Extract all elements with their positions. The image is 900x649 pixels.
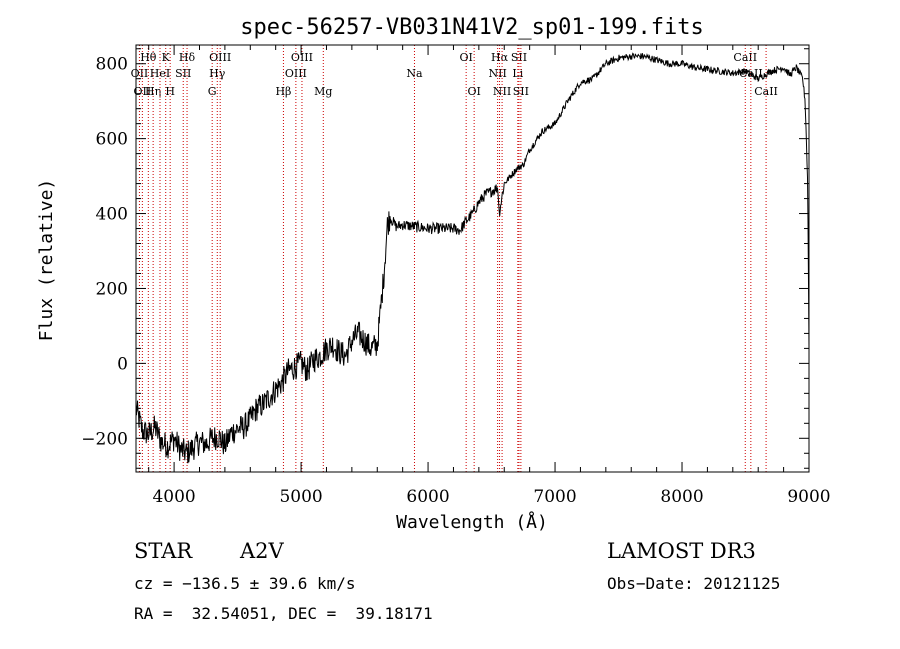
line-marker-label: Hη: [145, 85, 161, 98]
line-marker-label: OII: [133, 85, 151, 98]
line-marker-label: H: [165, 85, 175, 98]
line-marker-label: Mg: [314, 85, 332, 98]
flux-series: [135, 52, 810, 464]
line-marker-label: K: [162, 51, 171, 64]
line-marker-label: Hβ: [275, 85, 291, 98]
y-tick-label: 0: [117, 354, 128, 374]
line-marker-label: OIII: [209, 51, 231, 64]
x-tick-label: 5000: [279, 487, 322, 507]
line-marker-label: G: [208, 85, 217, 98]
y-tick-label: 600: [96, 130, 128, 150]
line-marker-label: Li: [512, 67, 523, 80]
line-marker-label: OIII: [285, 67, 307, 80]
chart-title: spec-56257-VB031N41V2_sp01-199.fits: [240, 15, 704, 40]
object-class: STAR: [134, 539, 193, 563]
x-tick-label: 9000: [787, 487, 830, 507]
plot-frame: [135, 44, 810, 473]
axis-ticks: 4000 5000 6000 7000 8000 9000 −200 0 200 400 600 80…: [81, 45, 831, 507]
x-tick-label: 4000: [152, 487, 195, 507]
line-marker-label: CaII: [733, 51, 757, 64]
y-tick-label: 200: [96, 279, 128, 299]
coordinates: RA = 32.54051, DEC = 39.18171: [134, 604, 433, 623]
x-tick-label: 7000: [533, 487, 576, 507]
x-tick-label: 8000: [660, 487, 703, 507]
x-tick-label: 6000: [406, 487, 449, 507]
line-marker-label: Hγ: [209, 67, 226, 80]
object-subclass: A2V: [240, 539, 284, 563]
y-tick-label: 400: [96, 205, 128, 225]
line-marker-label: Hα: [491, 51, 509, 64]
line-marker-label: OI: [467, 85, 480, 98]
redshift-cz: cz = −136.5 ± 39.6 km/s: [134, 574, 356, 593]
line-marker-label: SII: [175, 67, 191, 80]
line-marker-label: Na: [406, 67, 423, 80]
line-marker-label: Hθ: [140, 51, 157, 64]
line-marker-label: NII: [493, 85, 511, 98]
line-marker-label: CaII: [754, 85, 778, 98]
line-marker-label: NII: [488, 67, 506, 80]
line-marker-label: OI: [459, 51, 472, 64]
survey-name: LAMOST DR3: [607, 539, 756, 563]
line-marker-label: OII: [131, 67, 149, 80]
line-marker-label: SII: [511, 51, 527, 64]
y-axis-label: Flux (relative): [36, 179, 57, 342]
line-marker-label: OIII: [291, 51, 313, 64]
line-markers: OIIOIIHθHηHeIKHSIIHδGHγOIIIHβOIIIOIIIMgN…: [131, 45, 778, 472]
line-marker-label: HeI: [150, 67, 170, 80]
y-tick-label: 800: [96, 55, 128, 75]
x-axis-label: Wavelength (Å): [396, 511, 548, 533]
flux-line: [135, 52, 810, 464]
y-tick-label: −200: [81, 429, 128, 449]
obs-date: Obs−Date: 20121125: [607, 574, 781, 593]
line-marker-label: SII: [513, 85, 529, 98]
line-marker-label: Hδ: [179, 51, 196, 64]
